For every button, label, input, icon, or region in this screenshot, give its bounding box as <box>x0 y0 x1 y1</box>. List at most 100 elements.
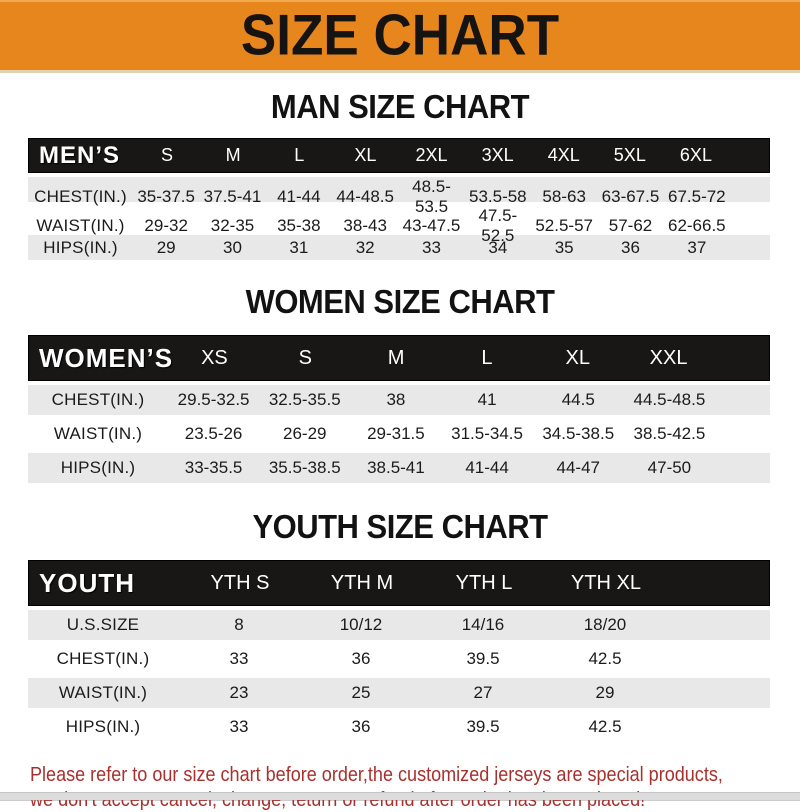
column-header: YTH L <box>455 571 513 594</box>
row-label: HIPS(IN.) <box>60 458 136 477</box>
cell-value: 58-63 <box>542 187 586 206</box>
cell-value: 35-38 <box>277 216 321 235</box>
column-header: 2XL <box>415 145 448 165</box>
cell-value: 39.5 <box>466 717 500 736</box>
cell-value: 18/20 <box>583 615 627 634</box>
cell-value: 42.5 <box>588 717 622 736</box>
column-header: 4XL <box>547 145 580 165</box>
column-header: S <box>298 346 312 369</box>
cell-value: 31.5-34.5 <box>451 424 523 443</box>
table-row: CHEST(IN.) 29.5-32.5 32.5-35.5 38 41 44.5 44.5… <box>28 385 770 415</box>
row-label: WAIST(IN.) <box>36 216 125 235</box>
cell-value: 27 <box>473 683 493 702</box>
cell-value: 25 <box>351 683 371 702</box>
table-row: WAIST(IN.) 23 25 27 29 <box>28 678 770 708</box>
cell-value: 32 <box>355 237 375 257</box>
table-row: HIPS(IN.) 33-35.5 35.5-38.5 38.5-41 41-44 44-… <box>28 453 770 483</box>
column-header: XS <box>201 346 228 369</box>
youth-section-title: YOUTH SIZE CHART <box>252 507 548 546</box>
women-size-table: WOMEN’S XS S M L XL XXL CHEST(IN.) 29.5-32.5 32.5… <box>28 335 770 483</box>
cell-value: 32-35 <box>210 216 255 235</box>
cell-value: 44.5-48.5 <box>633 390 706 409</box>
table-row: HIPS(IN.) 33 36 39.5 42.5 <box>28 712 770 742</box>
cell-value: 53.5-58 <box>468 187 527 206</box>
cell-value: 41-44 <box>277 187 321 206</box>
column-header: M <box>225 145 241 165</box>
cell-value: 14/16 <box>461 615 505 634</box>
cell-value: 34 <box>488 237 508 257</box>
cell-value: 32.5-35.5 <box>268 390 341 409</box>
column-header: 3XL <box>481 145 514 165</box>
cell-value: 38-43 <box>343 216 387 235</box>
cell-value: 37.5-41 <box>203 187 262 206</box>
cell-value: 42.5 <box>588 649 622 668</box>
cell-value: 47.5-52.5 <box>478 206 518 245</box>
page-title: SIZE CHART <box>240 4 560 68</box>
cell-value: 33 <box>229 649 249 668</box>
column-header: S <box>161 145 174 165</box>
banner: SIZE CHART <box>0 0 800 73</box>
cell-value: 33 <box>229 717 249 736</box>
youth-size-table: YOUTH YTH S YTH M YTH L YTH XL U.S.SIZE 8 10/12… <box>28 560 770 742</box>
cell-value: 31 <box>289 237 309 257</box>
cell-value: 26-29 <box>283 424 327 443</box>
table-corner-label: MEN’S <box>39 141 121 169</box>
cell-value: 47-50 <box>647 458 692 477</box>
row-label: WAIST(IN.) <box>53 424 143 443</box>
cell-value: 37 <box>687 237 707 257</box>
cell-value: 36 <box>621 237 640 257</box>
man-section-title: MAN SIZE CHART <box>270 87 530 126</box>
table-row: WAIST(IN.) 29-32 32-35 35-38 38-43 43-47.5 47.… <box>28 206 770 245</box>
cell-value: 29 <box>595 683 615 702</box>
table-row: HIPS(IN.) 29 30 31 32 33 34 35 36 37 <box>28 235 770 260</box>
cell-value: 34.5-38.5 <box>542 424 615 443</box>
cell-value: 29 <box>156 237 176 257</box>
column-header: M <box>387 346 405 369</box>
cell-value: 35 <box>554 237 574 257</box>
cell-value: 62-66.5 <box>667 216 726 235</box>
cell-value: 44-47 <box>556 458 600 477</box>
row-label: WAIST(IN.) <box>58 683 148 702</box>
cell-value: 33-35.5 <box>184 458 243 477</box>
cell-value: 38.5-42.5 <box>633 424 706 443</box>
cell-value: 43-47.5 <box>402 216 461 235</box>
row-label: U.S.SIZE <box>66 615 140 634</box>
cell-value: 57-62 <box>608 216 653 235</box>
cell-value: 29.5-32.5 <box>177 390 250 409</box>
row-label: CHEST(IN.) <box>56 649 150 668</box>
order-notice: Please refer to our size chart before or… <box>30 762 790 812</box>
column-header: YTH S <box>210 571 270 594</box>
column-header: 5XL <box>613 145 646 165</box>
cell-value: 29-31.5 <box>367 424 425 443</box>
row-label: CHEST(IN.) <box>51 390 145 409</box>
cell-value: 33 <box>422 237 441 257</box>
table-row: WAIST(IN.) 23.5-26 26-29 29-31.5 31.5-34.5 34… <box>28 419 770 449</box>
cell-value: 36 <box>351 717 371 736</box>
table-corner-label: YOUTH <box>39 567 135 598</box>
column-header: L <box>481 346 493 369</box>
cell-value: 10/12 <box>339 615 383 634</box>
table-row: CHEST(IN.) 35-37.5 37.5-41 41-44 44-48.5 48.5… <box>28 177 770 216</box>
table-row: CHEST(IN.) 33 36 39.5 42.5 <box>28 644 770 674</box>
man-size-table: MEN’S S M L XL 2XL 3XL 4XL 5XL 6XL CHEST(IN.) 35-37… <box>28 138 770 260</box>
cell-value: 29-32 <box>144 216 188 235</box>
cell-value: 44-48.5 <box>336 187 394 206</box>
cell-value: 23 <box>229 683 249 702</box>
row-label: HIPS(IN.) <box>43 237 118 257</box>
cell-value: 36 <box>351 649 371 668</box>
column-header: XL <box>354 145 377 165</box>
cell-value: 67.5-72 <box>667 187 726 206</box>
column-header: L <box>294 145 305 165</box>
bottom-border-strip <box>0 792 800 800</box>
cell-value: 30 <box>223 237 242 257</box>
cell-value: 23.5-26 <box>184 424 243 443</box>
cell-value: 35.5-38.5 <box>268 458 341 477</box>
cell-value: 35-37.5 <box>137 187 195 206</box>
column-header: YTH M <box>330 571 394 594</box>
row-label: HIPS(IN.) <box>65 717 141 736</box>
cell-value: 41-44 <box>465 458 509 477</box>
table-corner-label: WOMEN’S <box>39 342 174 373</box>
column-header: YTH XL <box>570 571 642 594</box>
cell-value: 39.5 <box>466 649 500 668</box>
